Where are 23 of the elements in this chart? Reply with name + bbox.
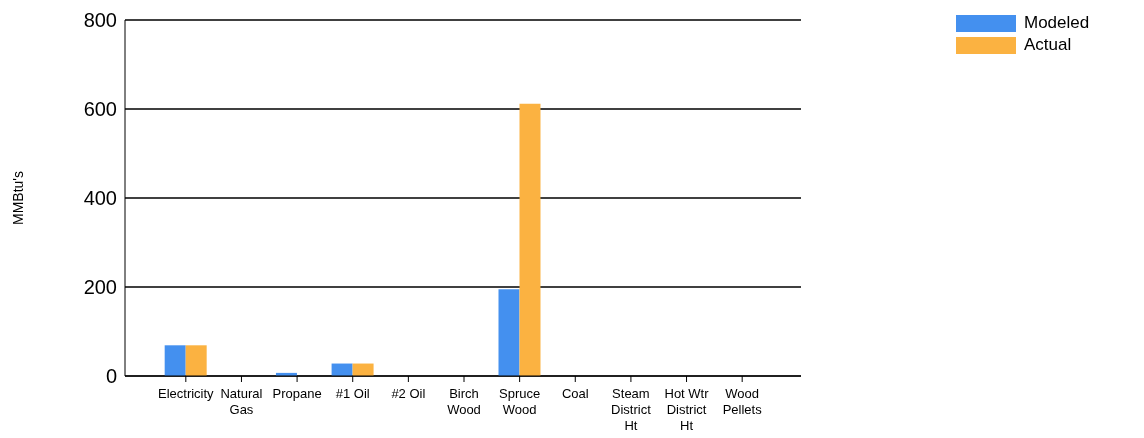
x-tick-label: #1 Oil: [335, 386, 370, 401]
x-tick-label: Natural Gas: [220, 386, 263, 417]
x-tick-label: Hot Wtr District Ht: [664, 386, 710, 433]
y-tick-label: 800: [83, 9, 117, 32]
x-tick-label: Propane: [272, 386, 322, 401]
y-tick-label: 600: [83, 98, 117, 121]
bar: [164, 345, 186, 376]
legend-label: Actual: [1024, 35, 1072, 55]
bar: [498, 289, 520, 376]
legend-label: Modeled: [1024, 13, 1090, 33]
x-tick-label: Spruce Wood: [499, 386, 541, 417]
y-tick-label: 200: [83, 276, 117, 299]
y-axis-title: MMBtu's: [9, 170, 26, 226]
x-tick-label: Coal: [561, 386, 589, 401]
x-tick-label: Electricity: [158, 386, 215, 401]
bar: [519, 103, 541, 376]
bar: [185, 345, 207, 376]
x-tick-label: Wood Pellets: [722, 386, 763, 417]
x-tick-label: Steam District Ht: [611, 386, 652, 433]
x-tick-label: #2 Oil: [391, 386, 426, 401]
y-tick-label: 400: [83, 187, 117, 210]
x-tick-label: Birch Wood: [447, 386, 481, 417]
y-tick-label: 0: [105, 365, 117, 388]
